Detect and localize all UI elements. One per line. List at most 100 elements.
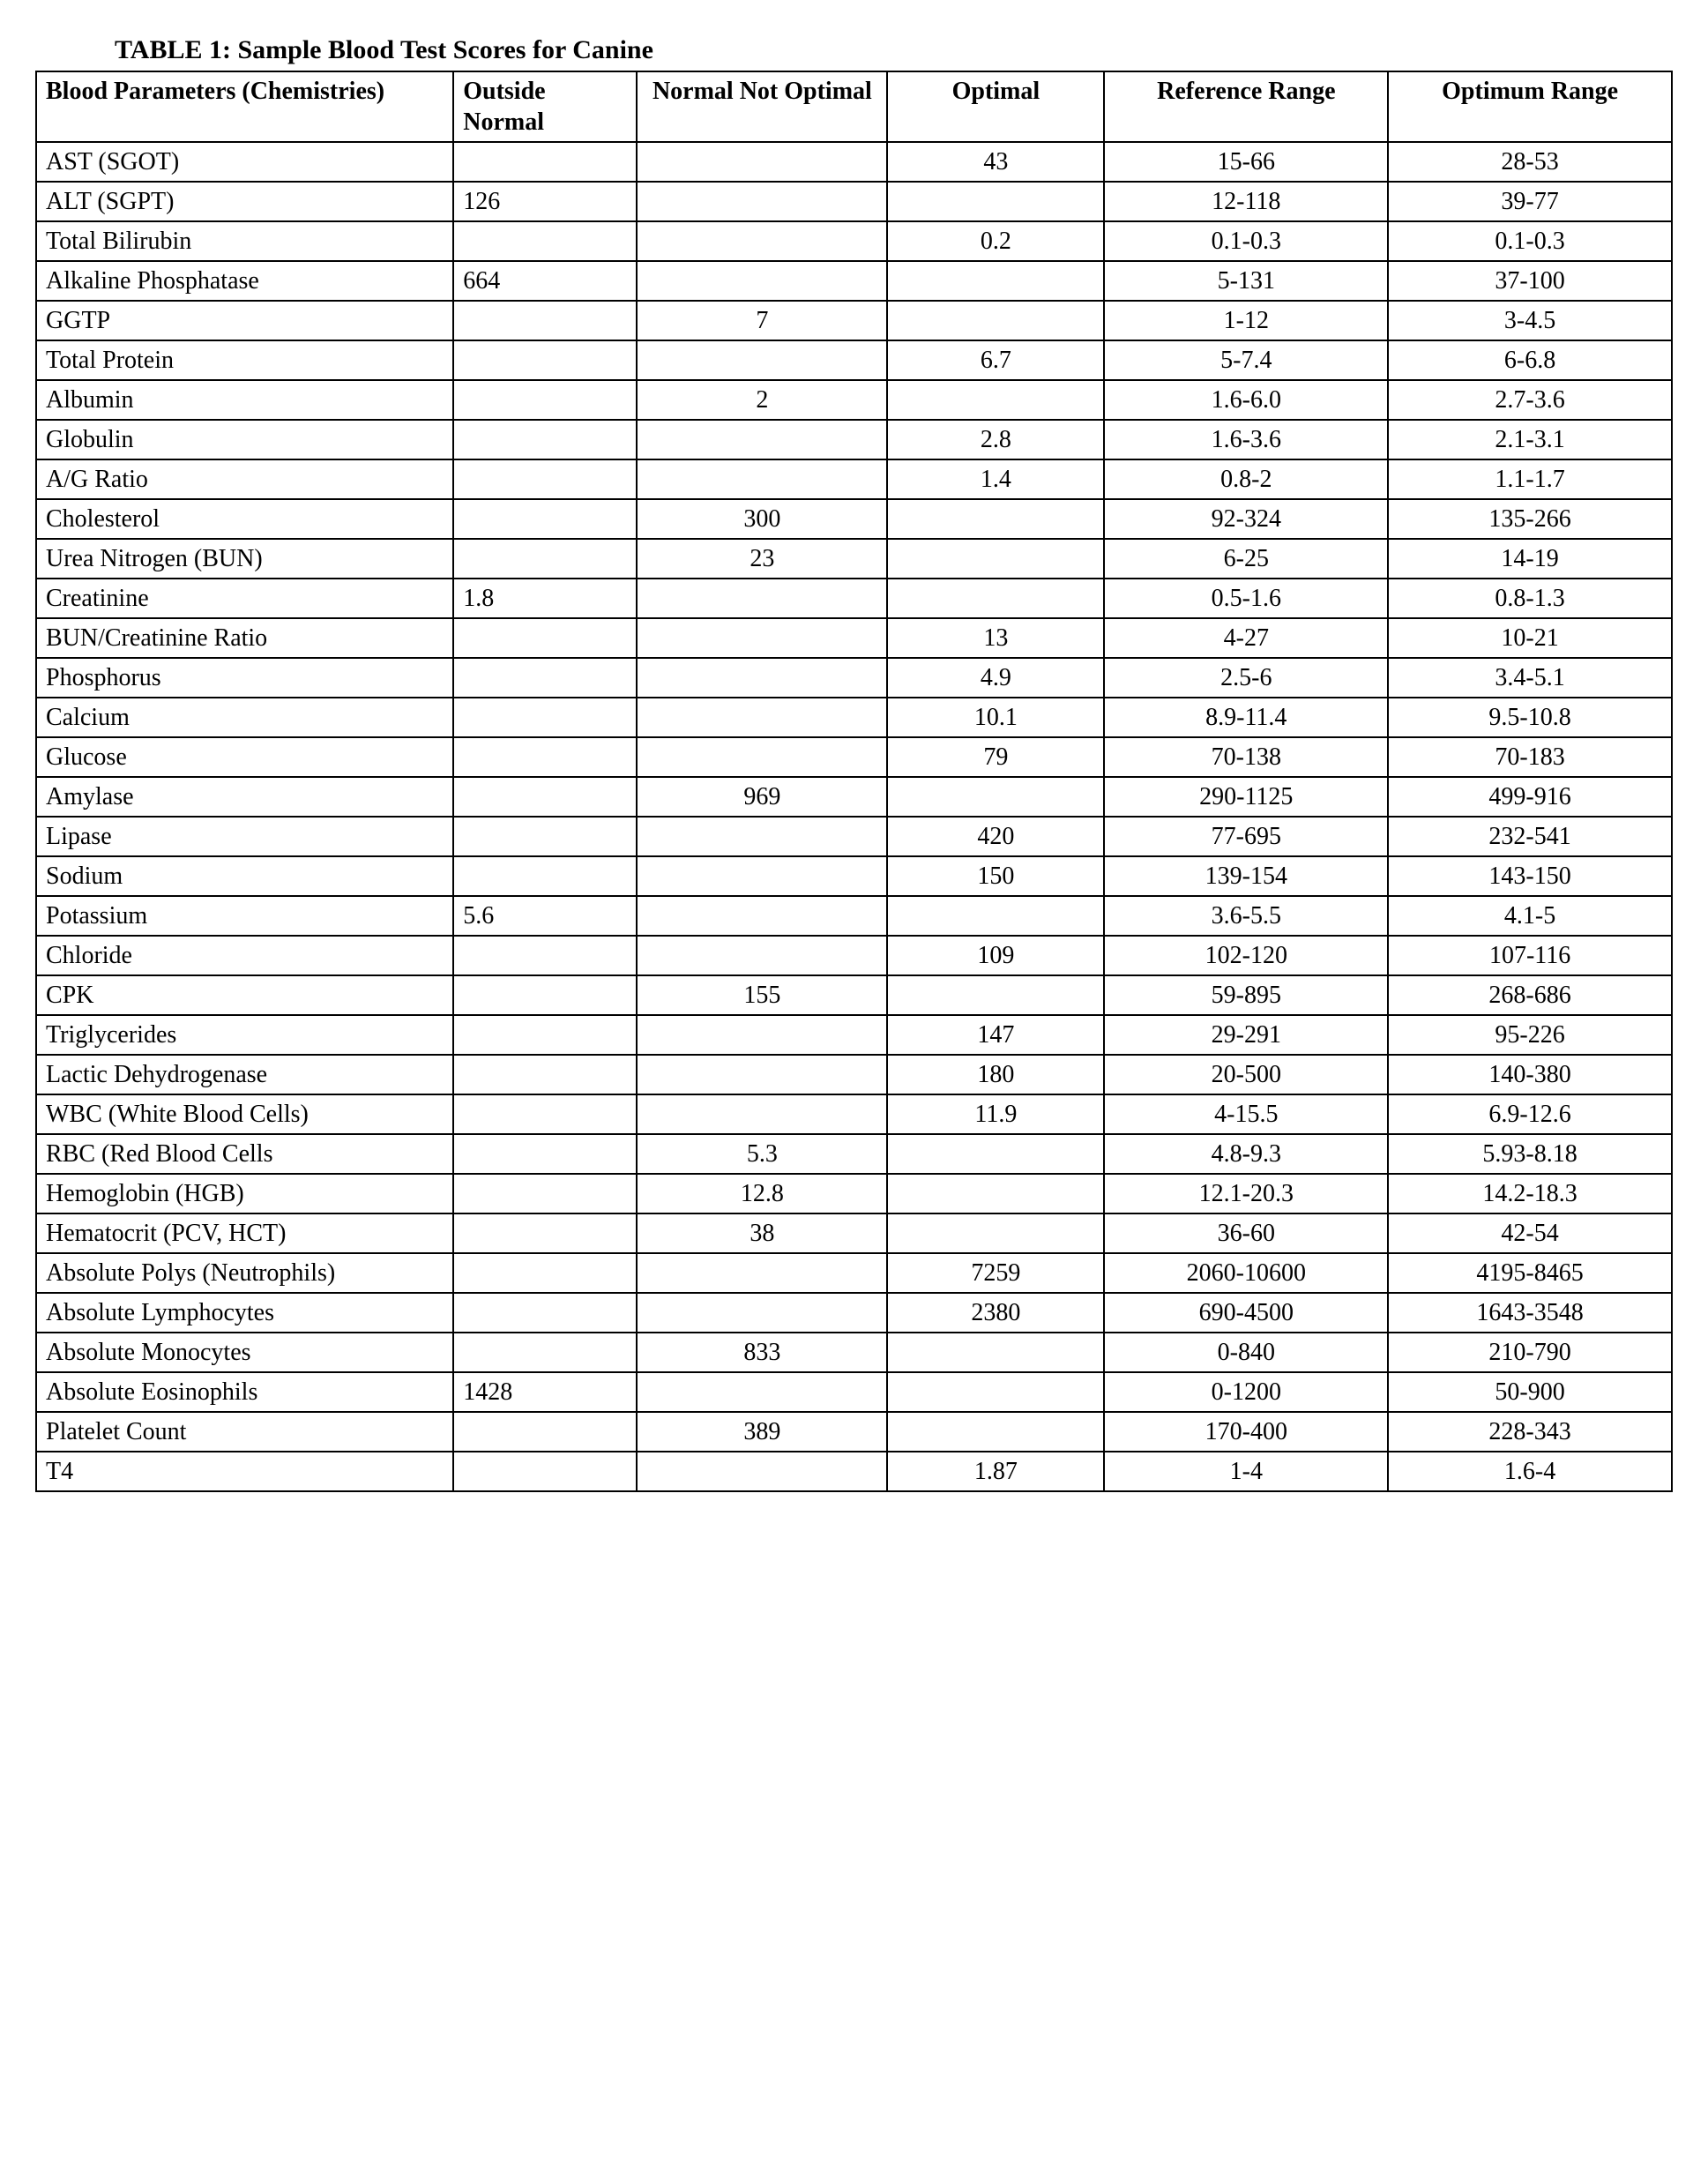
table-cell: 11.9: [887, 1094, 1104, 1134]
table-cell: 5.6: [453, 896, 637, 936]
table-row: Calcium10.18.9-11.49.5-10.8: [36, 698, 1672, 737]
table-cell: 95-226: [1388, 1015, 1672, 1055]
table-cell: 4195-8465: [1388, 1253, 1672, 1293]
table-cell: 8.9-11.4: [1104, 698, 1388, 737]
table-cell: 170-400: [1104, 1412, 1388, 1452]
table-cell: A/G Ratio: [36, 459, 453, 499]
table-row: WBC (White Blood Cells)11.94-15.56.9-12.…: [36, 1094, 1672, 1134]
table-cell: [453, 1055, 637, 1094]
table-cell: Absolute Polys (Neutrophils): [36, 1253, 453, 1293]
table-cell: [637, 1452, 887, 1491]
table-cell: [453, 380, 637, 420]
table-cell: Globulin: [36, 420, 453, 459]
table-cell: 420: [887, 817, 1104, 856]
table-cell: [887, 539, 1104, 579]
table-row: Urea Nitrogen (BUN)236-2514-19: [36, 539, 1672, 579]
table-row: RBC (Red Blood Cells5.34.8-9.35.93-8.18: [36, 1134, 1672, 1174]
table-cell: [637, 658, 887, 698]
table-cell: [637, 420, 887, 459]
table-cell: GGTP: [36, 301, 453, 340]
table-cell: [453, 936, 637, 975]
table-cell: [453, 1134, 637, 1174]
table-header-row: Blood Parameters (Chemistries) Outside N…: [36, 71, 1672, 142]
table-cell: [453, 1094, 637, 1134]
table-cell: 15-66: [1104, 142, 1388, 182]
table-cell: [637, 459, 887, 499]
table-cell: 5.3: [637, 1134, 887, 1174]
table-cell: [637, 221, 887, 261]
table-row: Alkaline Phosphatase6645-13137-100: [36, 261, 1672, 301]
table-cell: 1643-3548: [1388, 1293, 1672, 1333]
table-cell: 102-120: [1104, 936, 1388, 975]
table-cell: 150: [887, 856, 1104, 896]
table-cell: 4-15.5: [1104, 1094, 1388, 1134]
table-cell: 180: [887, 1055, 1104, 1094]
table-row: Lactic Dehydrogenase18020-500140-380: [36, 1055, 1672, 1094]
table-cell: 268-686: [1388, 975, 1672, 1015]
table-cell: 4.1-5: [1388, 896, 1672, 936]
table-cell: [637, 261, 887, 301]
table-row: Hematocrit (PCV, HCT)3836-6042-54: [36, 1213, 1672, 1253]
table-cell: [637, 618, 887, 658]
table-row: CPK15559-895268-686: [36, 975, 1672, 1015]
table-cell: 7: [637, 301, 887, 340]
table-row: Total Protein6.75-7.46-6.8: [36, 340, 1672, 380]
table-cell: 228-343: [1388, 1412, 1672, 1452]
table-cell: 690-4500: [1104, 1293, 1388, 1333]
table-cell: [453, 1174, 637, 1213]
table-row: Hemoglobin (HGB)12.812.1-20.314.2-18.3: [36, 1174, 1672, 1213]
table-cell: [887, 1372, 1104, 1412]
table-cell: 10-21: [1388, 618, 1672, 658]
table-cell: Urea Nitrogen (BUN): [36, 539, 453, 579]
table-cell: 0.2: [887, 221, 1104, 261]
table-cell: [453, 817, 637, 856]
table-cell: Sodium: [36, 856, 453, 896]
table-cell: [887, 896, 1104, 936]
table-cell: T4: [36, 1452, 453, 1491]
table-cell: Total Bilirubin: [36, 221, 453, 261]
table-cell: 2380: [887, 1293, 1104, 1333]
table-row: Globulin2.81.6-3.62.1-3.1: [36, 420, 1672, 459]
table-cell: CPK: [36, 975, 453, 1015]
table-cell: 664: [453, 261, 637, 301]
table-row: Phosphorus4.92.5-63.4-5.1: [36, 658, 1672, 698]
table-cell: [887, 499, 1104, 539]
table-cell: 126: [453, 182, 637, 221]
table-cell: [637, 1015, 887, 1055]
table-body: AST (SGOT)4315-6628-53ALT (SGPT)12612-11…: [36, 142, 1672, 1491]
table-cell: 14.2-18.3: [1388, 1174, 1672, 1213]
table-cell: Alkaline Phosphatase: [36, 261, 453, 301]
table-cell: [453, 340, 637, 380]
table-cell: Absolute Lymphocytes: [36, 1293, 453, 1333]
table-cell: [453, 221, 637, 261]
table-cell: Cholesterol: [36, 499, 453, 539]
table-cell: 70-183: [1388, 737, 1672, 777]
table-cell: [637, 936, 887, 975]
table-cell: [453, 1452, 637, 1491]
table-cell: 969: [637, 777, 887, 817]
table-row: AST (SGOT)4315-6628-53: [36, 142, 1672, 182]
table-row: Cholesterol30092-324135-266: [36, 499, 1672, 539]
table-cell: 5-131: [1104, 261, 1388, 301]
table-cell: AST (SGOT): [36, 142, 453, 182]
col-header-normal-not-optimal: Normal Not Optimal: [637, 71, 887, 142]
table-cell: Phosphorus: [36, 658, 453, 698]
table-cell: 6-6.8: [1388, 340, 1672, 380]
table-cell: Potassium: [36, 896, 453, 936]
table-cell: 79: [887, 737, 1104, 777]
table-cell: 0.8-2: [1104, 459, 1388, 499]
table-row: Platelet Count389170-400228-343: [36, 1412, 1672, 1452]
table-cell: 3.4-5.1: [1388, 658, 1672, 698]
table-cell: 59-895: [1104, 975, 1388, 1015]
table-cell: 1-4: [1104, 1452, 1388, 1491]
table-cell: 1.1-1.7: [1388, 459, 1672, 499]
table-cell: Lactic Dehydrogenase: [36, 1055, 453, 1094]
table-cell: [637, 142, 887, 182]
table-cell: 1428: [453, 1372, 637, 1412]
table-row: T41.871-41.6-4: [36, 1452, 1672, 1491]
table-cell: 3.6-5.5: [1104, 896, 1388, 936]
table-cell: 0.5-1.6: [1104, 579, 1388, 618]
table-row: Amylase969290-1125499-916: [36, 777, 1672, 817]
table-cell: 300: [637, 499, 887, 539]
table-cell: 0-840: [1104, 1333, 1388, 1372]
